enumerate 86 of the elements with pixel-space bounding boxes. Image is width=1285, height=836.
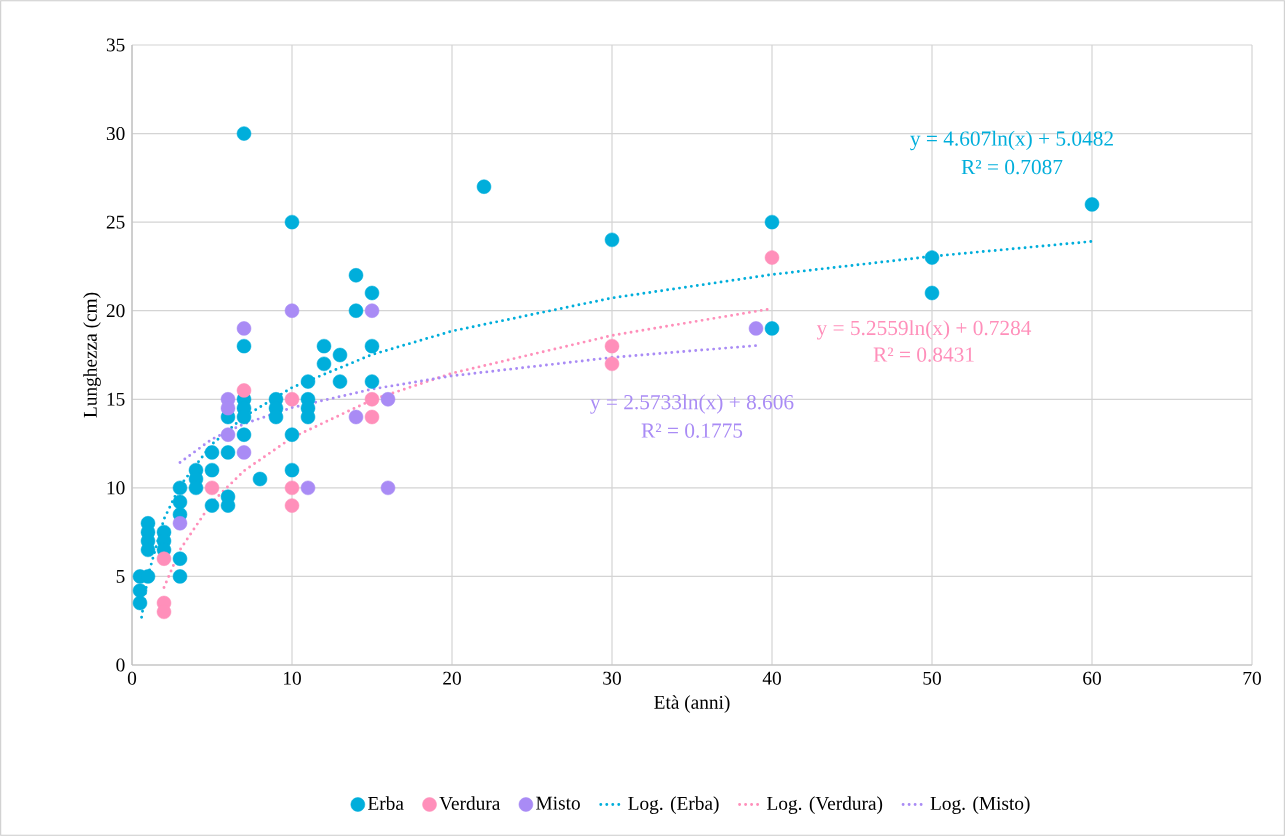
- annotation: y = 2.5733ln(x) + 8.606: [590, 394, 794, 414]
- x-tick-label: 40: [762, 671, 781, 685]
- point: [380, 392, 396, 407]
- y-tick-label: 5: [116, 569, 125, 583]
- point: [220, 427, 236, 442]
- point: [172, 494, 188, 510]
- legend-label: Log. (Verdura): [767, 796, 883, 814]
- point: [364, 409, 380, 425]
- point: [220, 445, 236, 460]
- point: [364, 338, 380, 354]
- point: [300, 374, 316, 389]
- point: [172, 551, 188, 566]
- point: [284, 427, 300, 442]
- point: [236, 383, 252, 398]
- point: [924, 285, 940, 301]
- y-tick-label: 20: [106, 304, 125, 318]
- annotation: R² = 0.8431: [873, 347, 974, 362]
- x-tick-label: 50: [923, 671, 941, 685]
- point: [348, 303, 364, 318]
- point: [236, 338, 252, 354]
- point: [172, 480, 188, 496]
- point: [1084, 197, 1100, 212]
- point: [284, 214, 300, 230]
- point: [476, 179, 492, 194]
- point: [316, 356, 332, 372]
- y-tick-label: 0: [116, 658, 125, 672]
- annotation: R² = 0.7087: [961, 159, 1063, 175]
- y-tick-label: 25: [106, 215, 125, 229]
- point: [332, 374, 348, 389]
- y-tick-label: 35: [106, 38, 125, 52]
- point: [604, 338, 620, 354]
- y-tick-label: 10: [107, 481, 125, 495]
- point: [252, 471, 268, 487]
- y-tick-label: 15: [107, 392, 125, 406]
- point: [924, 250, 940, 265]
- point: [172, 569, 188, 584]
- point: [236, 321, 252, 336]
- point: [604, 232, 620, 248]
- point: [764, 321, 780, 336]
- point: [748, 321, 764, 336]
- point: [348, 268, 364, 283]
- point: [764, 214, 780, 230]
- x-tick-label: 70: [1243, 671, 1261, 685]
- point: [236, 126, 252, 141]
- point: [300, 480, 316, 496]
- point: [604, 356, 620, 372]
- point: [204, 480, 220, 496]
- point: [236, 427, 252, 442]
- point: [132, 595, 148, 611]
- point: [284, 480, 300, 496]
- point: [364, 392, 380, 407]
- point: [284, 498, 300, 513]
- point: [236, 445, 252, 460]
- x-tick-label: 60: [1083, 671, 1101, 685]
- y-tick-label: 30: [106, 127, 125, 141]
- legend-label: Log. (Erba): [628, 796, 719, 814]
- point: [364, 285, 380, 301]
- legend-label: Verdura: [439, 796, 501, 811]
- y-axis-title: Lunghezza (cm): [83, 292, 101, 418]
- point: [156, 551, 172, 566]
- point: [364, 374, 380, 389]
- x-axis-title: Età (anni): [654, 695, 730, 713]
- annotation: y = 5.2559ln(x) + 0.7284: [816, 320, 1032, 340]
- annotation: y = 4.607ln(x) + 5.0482: [910, 130, 1113, 151]
- point: [348, 409, 364, 425]
- point: [204, 498, 220, 513]
- point: [204, 445, 220, 460]
- point: [332, 347, 348, 363]
- legend-label: Misto: [536, 796, 580, 810]
- x-tick-label: 0: [127, 671, 137, 685]
- point: [316, 338, 332, 354]
- point: [380, 480, 396, 496]
- point: [204, 462, 220, 478]
- point: [284, 392, 300, 407]
- point: [284, 303, 300, 318]
- legend-label: Log. (Misto): [930, 796, 1030, 814]
- point: [284, 462, 300, 478]
- point: [132, 583, 148, 598]
- point: [764, 250, 780, 265]
- point: [172, 516, 188, 531]
- x-tick-label: 30: [603, 671, 621, 685]
- point: [364, 303, 380, 318]
- x-tick-label: 10: [284, 671, 301, 685]
- annotation: R² = 0.1775: [641, 423, 743, 438]
- legend-label: Erba: [368, 796, 404, 810]
- x-tick-label: 20: [443, 671, 461, 685]
